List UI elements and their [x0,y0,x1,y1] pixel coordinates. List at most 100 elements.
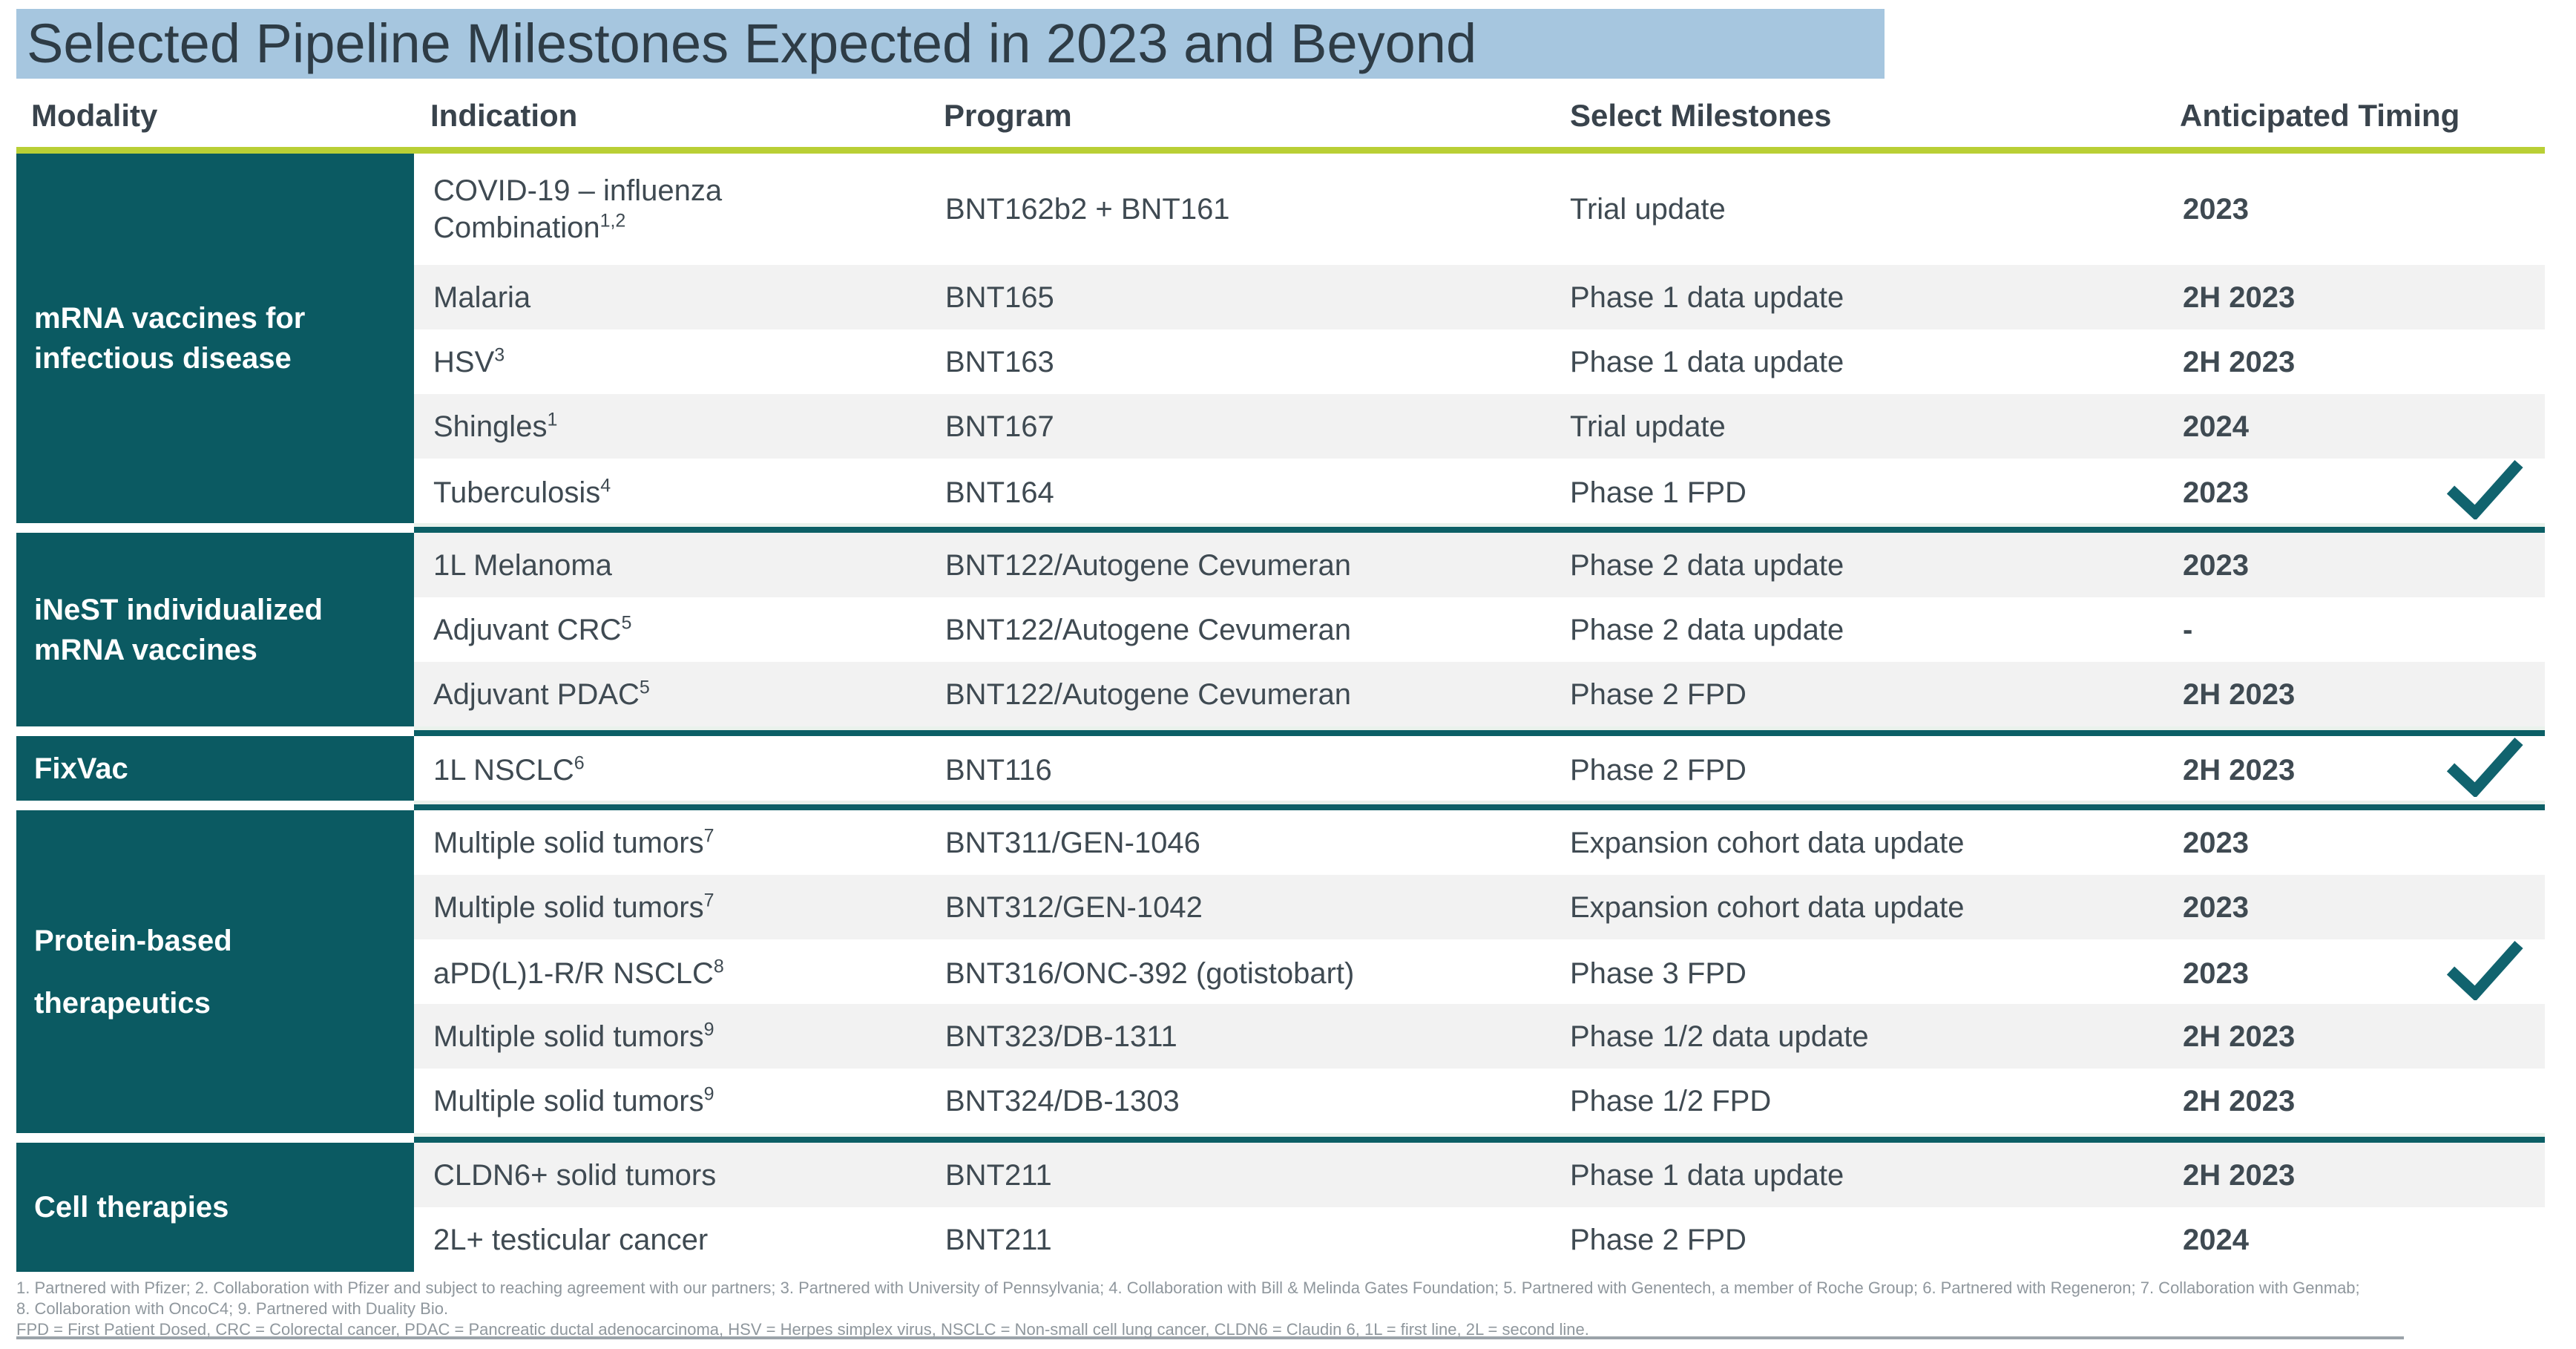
table-section: mRNA vaccines for infectious disease COVI… [16,154,2545,523]
milestone-cell: Phase 1 data update [1570,280,1844,314]
timing-cell: 2H 2023 [2183,754,2296,787]
indication-text: aPD(L)1-R/R NSCLC [433,957,714,990]
table-row: COVID-19 – influenza Combination1,2 BNT16… [414,154,2545,265]
indication-cell: 1L NSCLC6 [414,752,926,789]
indication-cell: aPD(L)1-R/R NSCLC8 [414,955,926,992]
timing-cell: 2H 2023 [2183,677,2296,711]
checkmark-icon [2446,459,2523,527]
header-underline [16,147,2545,154]
timing-cell: 2023 [2183,193,2249,226]
indication-footnote-ref: 9 [703,1083,714,1105]
indication-text: 2L+ testicular cancer [433,1223,709,1256]
indication-text: Multiple solid tumors [433,826,704,859]
pipeline-table: mRNA vaccines for infectious disease COVI… [16,154,2545,1272]
modality-cell: mRNA vaccines for infectious disease [16,154,414,523]
indication-text: Multiple solid tumors [433,890,704,924]
indication-cell: Shingles1 [414,408,926,445]
indication-cell: Multiple solid tumors9 [414,1018,926,1055]
section-divider-pale-band [414,523,2545,527]
section-divider-left-gap [16,801,414,810]
section-divider [16,1133,2545,1143]
section-divider-line [414,801,2545,810]
indication-cell: COVID-19 – influenza Combination1,2 [414,172,926,246]
achieved-cell [2425,459,2545,527]
modality-cell: iNeST individualized mRNA vaccines [16,533,414,726]
indication-text: Malaria [433,280,531,314]
milestone-cell: Phase 2 data update [1570,548,1844,582]
section-rows: 1L Melanoma BNT122/Autogene Cevumeran Phas… [414,533,2545,726]
section-divider-pale-band [414,726,2545,730]
section-divider [16,523,2545,533]
indication-text: Multiple solid tumors [433,1084,704,1117]
table-row: Multiple solid tumors9 BNT323/DB-1311 Phas… [414,1004,2545,1069]
program-cell: BNT116 [945,754,1052,787]
column-header-status-spacer [2425,98,2545,134]
table-row: Multiple solid tumors7 BNT312/GEN-1042 Exp… [414,875,2545,939]
table-row: 1L NSCLC6 BNT116 Phase 2 FPD 2H 2023 [414,736,2545,801]
indication-footnote-ref: 4 [600,475,611,496]
timing-cell: - [2183,613,2193,646]
timing-cell: 2024 [2183,1223,2249,1256]
program-cell: BNT211 [945,1158,1052,1192]
program-cell: BNT312/GEN-1042 [945,890,1203,924]
milestone-cell: Phase 1 data update [1570,345,1844,378]
table-section: Protein-based therapeutics Multiple solid… [16,810,2545,1133]
timing-cell: 2H 2023 [2183,1158,2296,1192]
milestone-cell: Phase 2 data update [1570,613,1844,646]
section-divider-left-gap [16,1133,414,1143]
footnote-line-3: FPD = First Patient Dosed, CRC = Colorec… [16,1320,1589,1339]
section-rows: Multiple solid tumors7 BNT311/GEN-1046 Exp… [414,810,2545,1133]
indication-text: 1L Melanoma [433,548,612,582]
milestone-cell: Phase 2 FPD [1570,754,1747,787]
footnote-rule [16,1336,2404,1339]
modality-cell: Cell therapies [16,1143,414,1272]
timing-cell: 2H 2023 [2183,280,2296,314]
timing-cell: 2023 [2183,890,2249,924]
indication-text: Tuberculosis [433,476,601,509]
column-header-milestones: Select Milestones [1570,98,1832,133]
column-header-program: Program [944,98,1072,133]
section-divider [16,801,2545,810]
indication-footnote-ref: 9 [703,1019,714,1040]
timing-cell: 2024 [2183,410,2249,443]
section-divider-line [414,523,2545,533]
table-row: Tuberculosis4 BNT164 Phase 1 FPD 2023 [414,459,2545,523]
achieved-cell [2425,736,2545,804]
milestone-cell: Trial update [1570,193,1726,226]
indication-footnote-ref: 6 [574,752,585,774]
indication-cell: HSV3 [414,344,926,381]
milestone-cell: Phase 3 FPD [1570,957,1747,990]
program-cell: BNT163 [945,345,1054,378]
modality-cell: FixVac [16,736,414,801]
indication-text: Multiple solid tumors [433,1020,704,1053]
table-row: CLDN6+ solid tumors BNT211 Phase 1 data up… [414,1143,2545,1207]
table-header-row: Modality Indication Program Select Miles… [16,98,2545,134]
section-divider-pale-band [414,801,2545,804]
indication-text: Adjuvant PDAC [433,677,640,711]
table-section: FixVac 1L NSCLC6 BNT116 Phase 2 FPD 2H 2023 [16,736,2545,801]
indication-text: 1L NSCLC [433,754,574,787]
column-header-indication: Indication [430,98,578,133]
table-section: iNeST individualized mRNA vaccines 1L Mel… [16,533,2545,726]
indication-footnote-ref: 7 [703,890,714,911]
timing-cell: 2023 [2183,476,2249,509]
indication-text: CLDN6+ solid tumors [433,1158,717,1192]
program-cell: BNT122/Autogene Cevumeran [945,677,1351,711]
program-cell: BNT164 [945,476,1054,509]
checkmark-icon [2446,939,2523,1008]
indication-text: COVID-19 – influenza Combination [433,174,723,244]
timing-cell: 2023 [2183,548,2249,582]
achieved-cell [2425,939,2545,1008]
footnote-line-2: 8. Collaboration with OncoC4; 9. Partner… [16,1299,449,1318]
section-rows: 1L NSCLC6 BNT116 Phase 2 FPD 2H 2023 [414,736,2545,801]
milestone-cell: Phase 2 FPD [1570,677,1747,711]
indication-cell: Multiple solid tumors7 [414,889,926,926]
indication-cell: CLDN6+ solid tumors [414,1157,926,1194]
section-divider-line [414,726,2545,736]
section-divider-teal-band [414,804,2545,810]
indication-footnote-ref: 7 [703,825,714,847]
footnote-line-1: 1. Partnered with Pfizer; 2. Collaborati… [16,1279,2360,1297]
page-title: Selected Pipeline Milestones Expected in… [16,9,1885,79]
milestone-cell: Phase 2 FPD [1570,1223,1747,1256]
section-divider-left-gap [16,523,414,533]
